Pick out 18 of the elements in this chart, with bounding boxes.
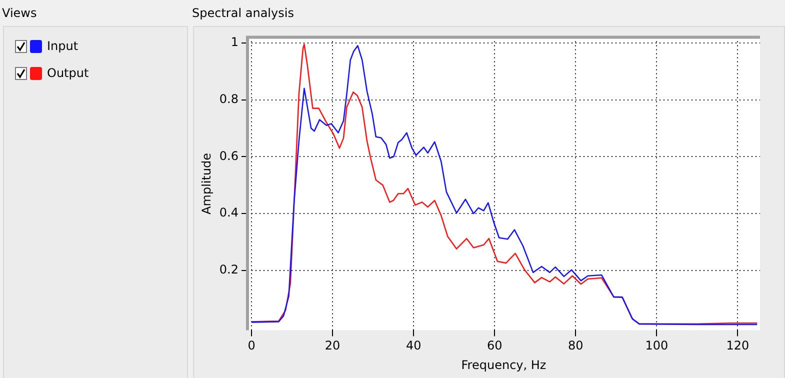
- x-tick-label: 80: [568, 338, 584, 353]
- x-tick-label: 100: [645, 338, 668, 353]
- chart-title: Spectral analysis: [192, 6, 294, 20]
- x-axis-title: Frequency, Hz: [461, 358, 546, 372]
- y-axis-title: Amplitude: [199, 152, 214, 214]
- x-tick-label: 20: [324, 338, 340, 353]
- x-tick-label: 0: [248, 338, 256, 353]
- y-tick-label: 0.4: [219, 206, 238, 220]
- legend-label: Input: [47, 39, 78, 53]
- y-tick-label: 0.6: [219, 148, 238, 163]
- legend-title: Views: [2, 6, 37, 20]
- x-tick-label: 40: [406, 338, 422, 353]
- y-tick-label: 0.2: [219, 262, 238, 277]
- y-tick-label: 0.8: [219, 92, 238, 106]
- x-tick-label: 120: [726, 338, 750, 353]
- x-tick-label: 60: [486, 338, 502, 353]
- y-tick-label: 1: [230, 35, 238, 50]
- legend-label: Output: [47, 66, 89, 80]
